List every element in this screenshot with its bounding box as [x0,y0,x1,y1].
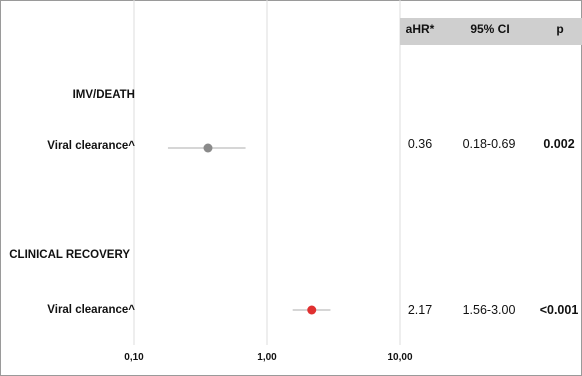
x-tick-label-1: 1,00 [257,352,277,363]
row2-ahr: 2.17 [407,303,433,317]
x-tick-label-0: 0,10 [124,352,144,363]
point-estimate-1 [307,305,317,315]
point-estimate-0 [203,143,213,153]
gridlines [133,0,401,345]
row-label-viral-clearance-1: Viral clearance^ [47,140,135,152]
row1-p: 0.002 [543,137,575,151]
forest-marks [167,143,331,315]
row2-p: <0.001 [539,303,579,317]
header-ci: 95% CI [470,22,510,36]
x-tick-label-2: 10,00 [387,352,412,363]
header-p: p [556,22,564,36]
row2-ci: 1.56-3.00 [462,303,516,317]
group-label-imv-death: IMV/DEATH [72,89,135,101]
row-label-viral-clearance-2: Viral clearance^ [47,304,135,316]
row1-ci: 0.18-0.69 [462,137,516,151]
table-header-background [400,18,582,45]
header-ahr: aHR* [405,22,435,36]
x-axis-ticks: 0,10 1,00 10,00 [124,352,413,363]
row1-ahr: 0.36 [407,137,433,151]
group-label-clinical-recovery: CLINICAL RECOVERY [9,249,130,261]
